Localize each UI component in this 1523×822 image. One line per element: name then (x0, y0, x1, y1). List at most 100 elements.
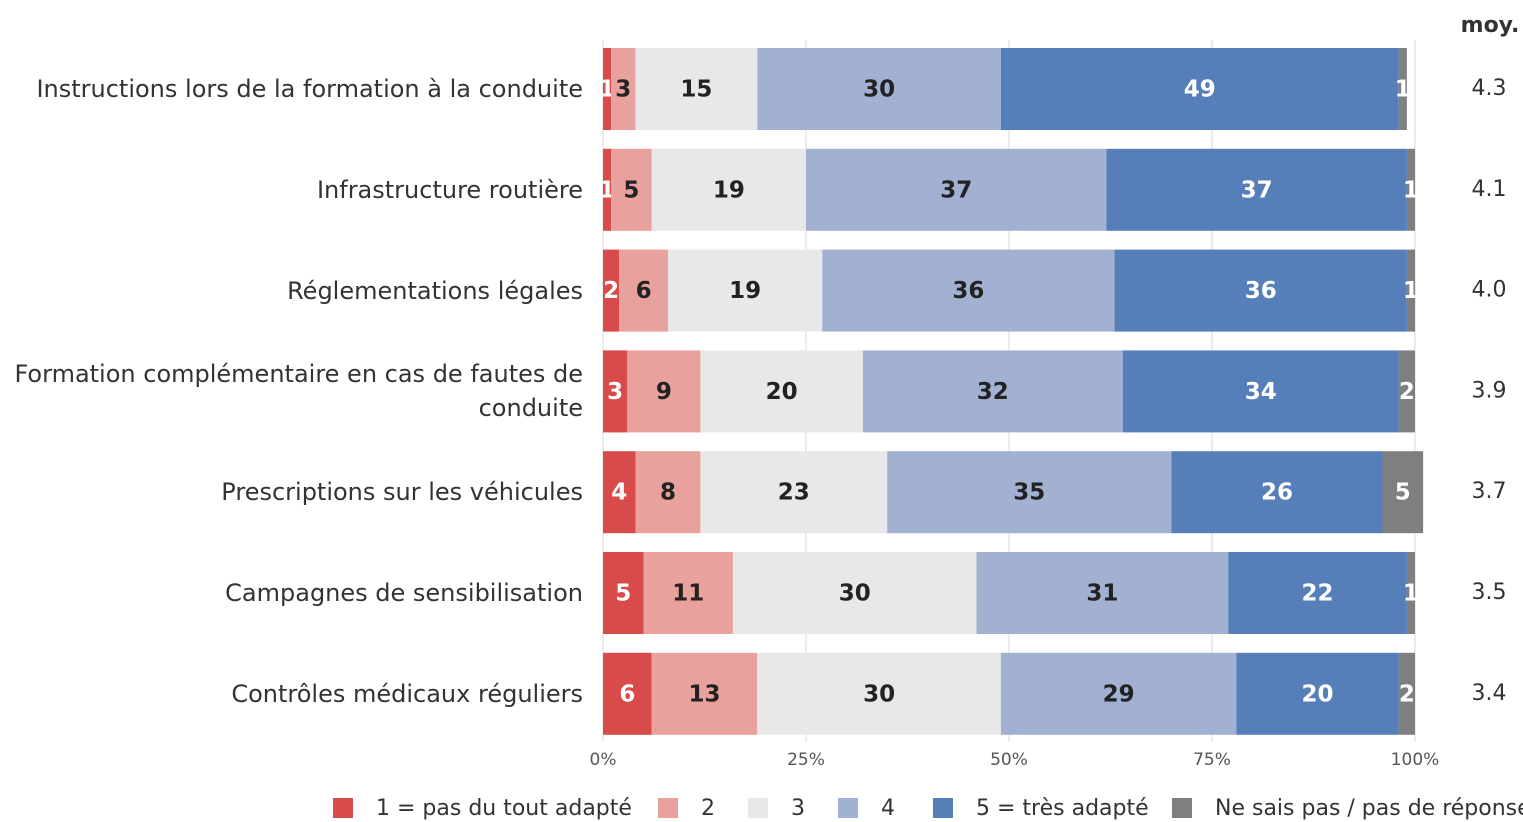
data-label: 13 (688, 681, 720, 707)
mean-value: 4.0 (1472, 278, 1507, 303)
x-tick-label: 50% (990, 750, 1028, 770)
data-label: 4 (611, 480, 627, 506)
bar-segment (757, 48, 1001, 130)
data-label: 22 (1302, 581, 1334, 607)
x-tick-label: 25% (787, 750, 825, 770)
legend-label: 3 (791, 796, 805, 821)
bar-segment (806, 148, 1107, 231)
mean-value: 3.5 (1472, 580, 1507, 605)
category-label: Instructions lors de la formation à la c… (36, 75, 583, 103)
data-label: 36 (952, 278, 984, 304)
data-label: 20 (766, 379, 798, 405)
data-label: 37 (1241, 177, 1273, 203)
data-label: 1 (1403, 278, 1419, 304)
bar-segment (757, 652, 1001, 735)
data-label: 1 (1403, 177, 1419, 203)
x-tick-label: 100% (1391, 750, 1440, 770)
data-label: 31 (1086, 581, 1118, 607)
data-label: 30 (863, 77, 895, 103)
legend-label: 4 (881, 796, 895, 821)
bar-segment (603, 48, 612, 130)
category-label: Formation complémentaire en cas de faute… (14, 360, 583, 423)
data-label: 1 (599, 77, 615, 103)
bar-segment (732, 552, 977, 634)
bar-segment (1106, 148, 1407, 231)
mean-value: 3.4 (1472, 681, 1507, 706)
bar-segment (1114, 249, 1407, 332)
legend-swatch (838, 798, 858, 818)
bar-segment (603, 451, 636, 534)
category-label: Infrastructure routière (316, 175, 583, 204)
bar-segment (822, 249, 1115, 332)
bar-segment (1171, 451, 1383, 534)
legend-label: 2 (701, 796, 715, 821)
data-label: 30 (839, 581, 871, 607)
data-label: 8 (660, 480, 676, 506)
data-label: 1 (1403, 581, 1419, 607)
data-label: 5 (615, 581, 631, 607)
data-label: 2 (1399, 681, 1415, 707)
bar-segment (603, 652, 652, 735)
data-label: 49 (1184, 77, 1216, 103)
data-label: 11 (672, 581, 704, 607)
mean-value: 4.1 (1472, 177, 1507, 202)
bar-segment (611, 148, 652, 231)
legend-swatch (1172, 798, 1192, 818)
legend-swatch (748, 798, 768, 818)
x-tick-label: 0% (590, 750, 617, 770)
mean-value: 3.9 (1472, 378, 1507, 403)
bar-segment (1398, 48, 1407, 130)
data-label: 19 (729, 278, 761, 304)
bar-segment (603, 249, 620, 332)
bar-segment (700, 451, 888, 534)
x-tick-label: 75% (1193, 750, 1231, 770)
data-label: 3 (615, 77, 631, 103)
bar-segment (887, 451, 1172, 534)
data-label: 32 (977, 379, 1009, 405)
bar-segment (635, 451, 701, 534)
bar-segment (1228, 552, 1407, 634)
data-label: 35 (1013, 480, 1045, 506)
data-label: 3 (607, 379, 623, 405)
bar-segment (1000, 652, 1237, 735)
bar-segment (1382, 451, 1424, 534)
bar-segment (667, 249, 823, 332)
bar-segment (1122, 350, 1399, 433)
bar-segment (1000, 48, 1399, 130)
category-label: Contrôles médicaux réguliers (231, 679, 583, 708)
data-label: 1 (1395, 77, 1411, 103)
data-label: 2 (603, 278, 619, 304)
bar-segment (1236, 652, 1399, 735)
bar-segment (1406, 148, 1415, 231)
legend-swatch (333, 798, 353, 818)
data-label: 26 (1261, 480, 1293, 506)
bar-segment (603, 552, 644, 634)
data-label: 23 (778, 480, 810, 506)
bar-segment (611, 48, 636, 130)
mean-value: 4.3 (1472, 76, 1507, 101)
bar-segment (976, 552, 1229, 634)
data-label: 20 (1302, 681, 1334, 707)
data-label: 15 (680, 77, 712, 103)
bar-segment (643, 552, 733, 634)
data-label: 19 (713, 177, 745, 203)
bar-segment (1398, 350, 1415, 433)
mean-value: 3.7 (1472, 479, 1507, 504)
mean-header: moy. (1461, 13, 1520, 38)
bar-segment (627, 350, 701, 433)
data-label: 34 (1245, 379, 1277, 405)
legend-swatch (933, 798, 953, 818)
data-label: 6 (619, 681, 635, 707)
bar-segment (1406, 552, 1415, 634)
data-label: 29 (1103, 681, 1135, 707)
data-label: 36 (1245, 278, 1277, 304)
data-label: 9 (656, 379, 672, 405)
data-label: 37 (940, 177, 972, 203)
category-label: Prescriptions sur les véhicules (221, 478, 583, 507)
data-label: 30 (863, 681, 895, 707)
bar-segment (1398, 652, 1415, 735)
data-label: 5 (623, 177, 639, 203)
legend-label: 5 = très adapté (976, 796, 1149, 821)
legend-label: 1 = pas du tout adapté (376, 796, 632, 821)
